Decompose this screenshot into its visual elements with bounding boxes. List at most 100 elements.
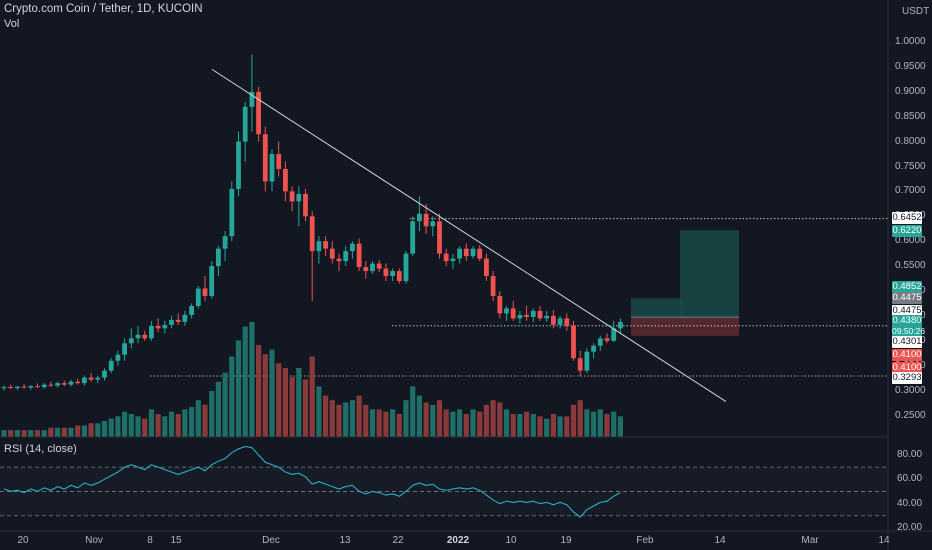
candle-body bbox=[443, 253, 449, 262]
price-tag: 0.6220 bbox=[892, 225, 922, 237]
candle-body bbox=[229, 188, 235, 237]
candle-body bbox=[477, 248, 483, 259]
time-tick-label: 13 bbox=[339, 535, 351, 546]
candle-body bbox=[517, 314, 523, 319]
time-tick-label: Feb bbox=[636, 535, 654, 546]
candle-body bbox=[403, 253, 409, 282]
volume-bar bbox=[34, 430, 41, 437]
time-tick-label: 8 bbox=[147, 535, 153, 546]
candle-body bbox=[102, 370, 107, 378]
volume-label[interactable]: Vol bbox=[4, 18, 20, 30]
volume-bar bbox=[182, 409, 188, 437]
candle-body bbox=[370, 263, 375, 272]
volume-bar bbox=[276, 363, 282, 437]
candle-body bbox=[55, 383, 60, 386]
volume-bar bbox=[577, 400, 583, 437]
candle-body bbox=[497, 295, 503, 314]
volume-bar bbox=[376, 409, 382, 437]
price-tag: 0.4475 bbox=[892, 305, 922, 317]
volume-bar bbox=[28, 430, 34, 437]
volume-bar bbox=[390, 409, 396, 437]
candle-body bbox=[209, 266, 215, 296]
candle-body bbox=[135, 334, 141, 339]
volume-bar bbox=[483, 404, 489, 437]
candle-body bbox=[256, 91, 261, 135]
price-tag: 0.4852 bbox=[892, 281, 922, 293]
rsi-tick-label: 60.00 bbox=[897, 473, 923, 485]
candle-body bbox=[350, 243, 355, 252]
volume-bar bbox=[68, 427, 74, 437]
volume-bar bbox=[162, 416, 168, 437]
volume-bar bbox=[235, 340, 242, 437]
volume-bar bbox=[55, 427, 61, 437]
time-tick-label: Nov bbox=[85, 535, 103, 546]
volume-bar bbox=[336, 404, 342, 437]
volume-bar bbox=[611, 411, 617, 437]
chart-title[interactable]: Crypto.com Coin / Tether, 1D, KUCOIN bbox=[4, 3, 203, 15]
candle-body bbox=[115, 354, 121, 361]
volume-bar bbox=[349, 400, 355, 437]
volume-bar bbox=[148, 409, 154, 437]
candle-body bbox=[423, 213, 429, 227]
price-tick-label: 0.9000 bbox=[895, 85, 926, 97]
candle-body bbox=[457, 248, 462, 259]
candle-body bbox=[470, 248, 476, 257]
price-tick-label: 1.0000 bbox=[895, 36, 926, 47]
target-zone-secondary[interactable] bbox=[631, 298, 683, 322]
candle-body bbox=[108, 360, 114, 371]
volume-bar bbox=[503, 409, 510, 437]
candle-body bbox=[236, 141, 241, 189]
volume-bar bbox=[530, 414, 536, 437]
candle-body bbox=[611, 328, 617, 341]
volume-bar bbox=[490, 400, 496, 437]
stop-zone[interactable] bbox=[631, 317, 739, 336]
candle-body bbox=[88, 377, 94, 380]
volume-bar bbox=[584, 409, 590, 437]
volume-bar bbox=[289, 377, 295, 437]
candle-body bbox=[356, 243, 362, 268]
price-tick-label: 0.7000 bbox=[895, 185, 926, 197]
volume-bar bbox=[95, 423, 101, 437]
volume-bar bbox=[75, 425, 81, 437]
volume-bar bbox=[591, 411, 597, 437]
target-zone[interactable] bbox=[680, 230, 739, 322]
volume-bar bbox=[564, 416, 570, 437]
candle-body bbox=[551, 315, 556, 325]
candle-body bbox=[182, 314, 188, 322]
volume-bar bbox=[323, 395, 329, 437]
volume-bar bbox=[302, 379, 309, 437]
volume-bar bbox=[155, 414, 161, 437]
candle-body bbox=[283, 168, 288, 192]
position-zones[interactable] bbox=[631, 230, 739, 336]
volume-bar bbox=[309, 356, 315, 437]
candle-body bbox=[269, 154, 275, 182]
candle-body bbox=[376, 263, 382, 269]
candle-body bbox=[336, 258, 342, 262]
candle-body bbox=[61, 383, 67, 385]
price-tag: 0.4475 bbox=[892, 292, 922, 304]
volume-bar bbox=[517, 414, 523, 437]
volume-bar bbox=[430, 404, 436, 437]
time-tick-label: 10 bbox=[505, 535, 517, 546]
candle-body bbox=[296, 193, 302, 202]
price-tick-label: 0.8000 bbox=[895, 135, 926, 147]
candle-body bbox=[584, 351, 590, 371]
trendline[interactable] bbox=[211, 68, 727, 402]
volume-bar bbox=[135, 416, 141, 437]
volume-bar bbox=[597, 409, 603, 437]
candle-body bbox=[430, 221, 436, 227]
candle-body bbox=[577, 358, 583, 371]
volume-bar bbox=[497, 402, 503, 437]
candle-body bbox=[383, 268, 389, 277]
volume-bar bbox=[383, 411, 389, 437]
volume-bar bbox=[242, 326, 248, 437]
volume-bars bbox=[1, 322, 623, 437]
volume-bar bbox=[443, 409, 449, 437]
candle-body bbox=[68, 381, 74, 385]
rsi-tick-label: 80.00 bbox=[897, 449, 923, 460]
price-tick-label: 0.8500 bbox=[895, 110, 926, 122]
candle-body bbox=[323, 241, 328, 249]
candle-body bbox=[262, 134, 268, 182]
rsi-label[interactable]: RSI (14, close) bbox=[4, 443, 77, 455]
